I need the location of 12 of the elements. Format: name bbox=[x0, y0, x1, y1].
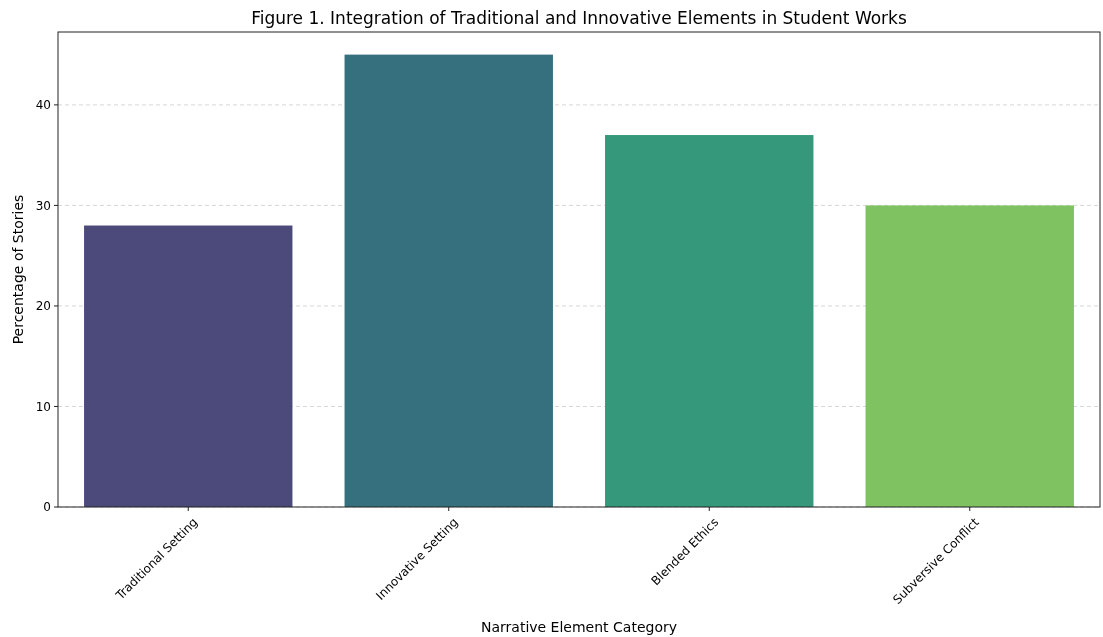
bar bbox=[605, 135, 814, 507]
y-tick-label: 40 bbox=[35, 98, 51, 113]
chart-title: Figure 1. Integration of Traditional and Innovative Elements in Student Works bbox=[251, 8, 907, 28]
x-axis-title: Narrative Element Category bbox=[481, 619, 677, 635]
bar bbox=[344, 54, 553, 507]
bar bbox=[865, 205, 1074, 507]
y-axis-title: Percentage of Stories bbox=[10, 194, 26, 345]
y-tick-label: 10 bbox=[35, 399, 51, 414]
y-tick-label: 0 bbox=[43, 500, 51, 515]
bar bbox=[84, 225, 293, 507]
y-tick-label: 20 bbox=[35, 299, 51, 314]
y-tick-label: 30 bbox=[35, 198, 51, 213]
